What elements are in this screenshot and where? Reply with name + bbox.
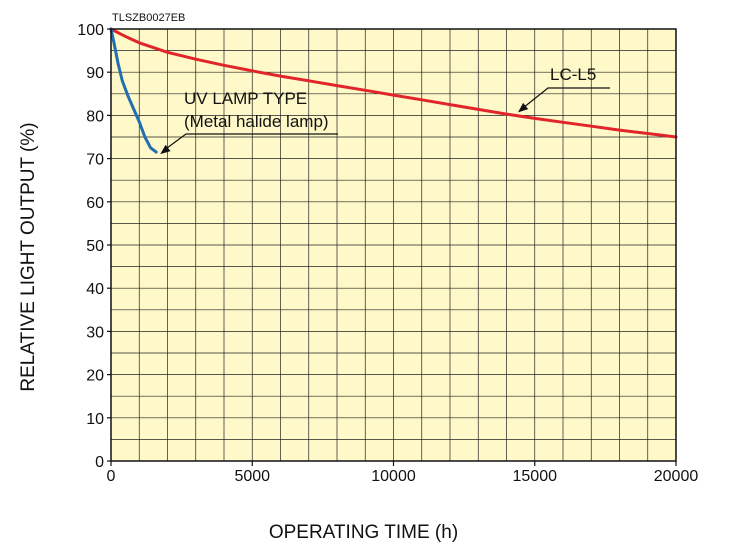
lcl5-annotation: LC-L5 bbox=[517, 65, 610, 113]
uv-label-line2: (Metal halide lamp) bbox=[184, 112, 329, 131]
lcl5-arrowhead bbox=[517, 102, 529, 113]
uv-arrowhead bbox=[160, 144, 171, 155]
grid-lines bbox=[111, 29, 676, 461]
x-tick-label: 5000 bbox=[234, 468, 270, 485]
x-tick-labels: 0 5000 10000 15000 20000 bbox=[107, 461, 699, 485]
series-layer bbox=[109, 27, 678, 154]
series-line-lc-l5 bbox=[109, 27, 678, 139]
y-tick-label: 0 bbox=[95, 454, 104, 471]
y-tick-label: 90 bbox=[86, 65, 104, 82]
y-tick-label: 50 bbox=[86, 238, 104, 255]
y-tick-label: 100 bbox=[77, 22, 104, 39]
y-axis-title: RELATIVE LIGHT OUTPUT (%) bbox=[18, 122, 39, 391]
y-tick-label: 30 bbox=[86, 324, 104, 341]
lcl5-label: LC-L5 bbox=[550, 65, 596, 84]
y-tick-labels: 0 10 20 30 40 50 60 70 80 90 100 bbox=[77, 22, 111, 471]
y-tick-label: 70 bbox=[86, 152, 104, 169]
y-tick-label: 10 bbox=[86, 411, 104, 428]
uv-annotation: UV LAMP TYPE (Metal halide lamp) bbox=[160, 89, 338, 155]
x-tick-label: 0 bbox=[107, 468, 116, 485]
x-axis-title: OPERATING TIME (h) bbox=[269, 522, 458, 543]
y-tick-label: 40 bbox=[86, 281, 104, 298]
uv-leader-line bbox=[163, 133, 338, 151]
x-tick-label: 20000 bbox=[654, 468, 699, 485]
y-tick-label: 60 bbox=[86, 195, 104, 212]
y-tick-label: 20 bbox=[86, 368, 104, 385]
y-tick-label: 80 bbox=[86, 108, 104, 125]
uv-label-line1: UV LAMP TYPE bbox=[184, 89, 307, 108]
series-line-uv-lamp bbox=[109, 27, 158, 154]
figure-code: TLSZB0027EB bbox=[112, 12, 185, 24]
x-tick-label: 15000 bbox=[513, 468, 558, 485]
lcl5-leader-line bbox=[519, 87, 610, 111]
x-tick-label: 10000 bbox=[371, 468, 416, 485]
